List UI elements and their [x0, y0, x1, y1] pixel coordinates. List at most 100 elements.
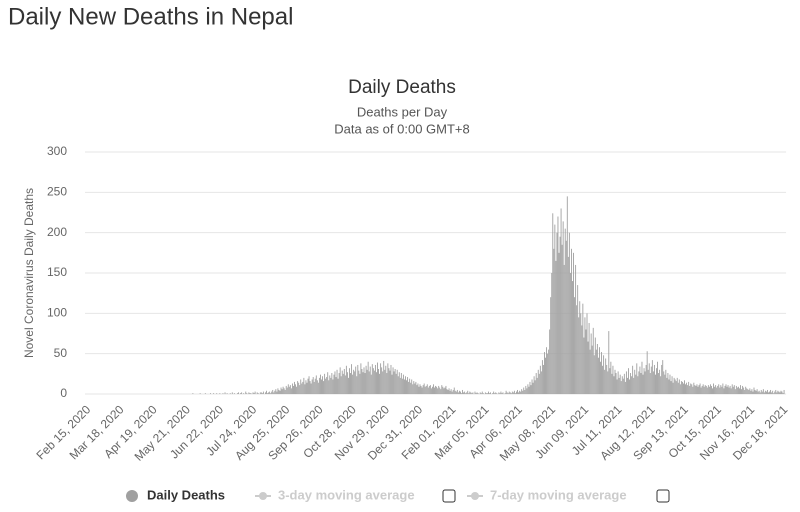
bar	[285, 385, 287, 394]
bar	[433, 384, 434, 394]
bar	[665, 369, 667, 394]
legend-label[interactable]: 3-day moving average	[278, 487, 415, 502]
bar	[379, 373, 381, 394]
bar	[509, 392, 511, 394]
bar	[522, 390, 524, 394]
bar	[397, 376, 399, 394]
bar	[492, 393, 494, 394]
bar	[365, 365, 367, 394]
bar	[576, 305, 578, 394]
bar	[711, 385, 712, 394]
bar	[765, 391, 767, 394]
bar	[609, 368, 611, 394]
bar	[712, 388, 713, 394]
bar	[382, 371, 384, 394]
legend-checkbox[interactable]	[656, 489, 670, 503]
bar	[677, 382, 679, 394]
bar	[715, 385, 717, 394]
bar	[326, 377, 328, 394]
bar	[706, 387, 708, 394]
legend-checkbox[interactable]	[442, 489, 456, 503]
bar	[377, 362, 378, 394]
bar	[684, 380, 685, 394]
bar	[743, 387, 745, 394]
bar	[290, 388, 292, 394]
bar	[446, 389, 448, 394]
bar	[619, 374, 621, 394]
bar	[510, 393, 512, 394]
bar	[669, 374, 671, 394]
bar	[284, 389, 286, 394]
bar	[586, 313, 588, 394]
bar	[451, 391, 453, 394]
bar	[420, 385, 422, 394]
bar	[659, 369, 661, 394]
bar	[583, 337, 585, 394]
bar	[782, 393, 784, 394]
bar	[717, 385, 719, 394]
bar	[559, 236, 561, 394]
bar	[587, 341, 589, 394]
bar	[366, 369, 368, 394]
bar	[611, 373, 613, 394]
bar	[406, 380, 407, 394]
bar	[660, 376, 662, 394]
bar	[429, 385, 431, 394]
bar	[734, 389, 736, 394]
bar	[651, 360, 653, 394]
bar	[408, 381, 410, 394]
bar	[310, 383, 312, 394]
bar	[780, 390, 782, 394]
bar	[245, 391, 247, 394]
bar	[428, 385, 430, 394]
bar	[256, 392, 258, 394]
bar	[358, 370, 360, 394]
bar	[527, 384, 529, 394]
bar	[621, 376, 623, 394]
bar	[471, 393, 473, 394]
bar	[530, 385, 532, 394]
bar	[773, 393, 775, 394]
bar	[624, 381, 626, 394]
bar	[458, 390, 460, 394]
bar	[323, 381, 325, 394]
bar	[549, 329, 551, 394]
bar	[644, 371, 646, 394]
bar	[733, 385, 735, 394]
bar	[414, 383, 416, 394]
bar	[376, 372, 377, 394]
bar	[742, 385, 744, 394]
bar	[368, 371, 370, 394]
bar	[488, 391, 489, 394]
legend-label[interactable]: 7-day moving average	[490, 487, 627, 502]
page-heading: Daily New Deaths in Nepal	[8, 3, 293, 30]
bar	[450, 389, 452, 394]
bar	[754, 389, 756, 394]
bar	[412, 384, 414, 394]
bar	[762, 389, 764, 394]
bar	[319, 374, 321, 394]
bar	[489, 393, 490, 394]
bar	[474, 391, 476, 394]
bar	[367, 361, 369, 394]
bar	[776, 392, 778, 394]
legend-label[interactable]: Daily Deaths	[147, 487, 225, 502]
bar	[675, 381, 677, 394]
bar	[259, 392, 261, 394]
bar	[763, 392, 765, 394]
bar	[315, 375, 317, 394]
bar	[658, 373, 660, 394]
bar	[250, 393, 252, 394]
bar	[314, 378, 316, 394]
bar	[593, 355, 595, 394]
bar	[345, 365, 347, 394]
bar	[630, 373, 632, 394]
bar	[656, 368, 657, 394]
bar	[270, 393, 272, 394]
bar	[573, 252, 574, 394]
bar	[305, 380, 307, 394]
bar	[383, 360, 385, 394]
bar	[610, 361, 612, 394]
bar	[544, 352, 545, 394]
bar	[531, 379, 533, 394]
